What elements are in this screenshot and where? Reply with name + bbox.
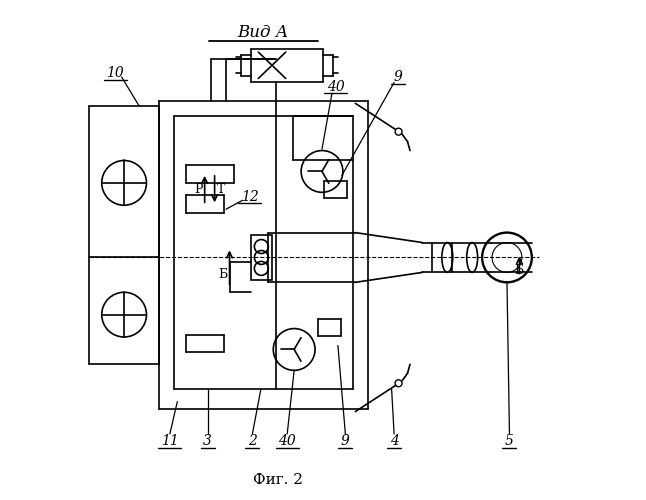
Text: 40: 40 bbox=[327, 80, 344, 94]
Text: Т: Т bbox=[217, 183, 225, 196]
Circle shape bbox=[395, 128, 402, 135]
Text: 5: 5 bbox=[505, 434, 514, 448]
Text: Б: Б bbox=[515, 264, 524, 278]
Circle shape bbox=[395, 380, 402, 386]
Text: 9: 9 bbox=[341, 434, 350, 448]
Text: 2: 2 bbox=[248, 434, 257, 448]
Text: Вид А: Вид А bbox=[238, 24, 289, 40]
Text: 11: 11 bbox=[161, 434, 179, 448]
Text: Р: Р bbox=[194, 183, 202, 196]
Bar bbox=[251, 235, 272, 280]
Text: Б: Б bbox=[218, 268, 227, 281]
Text: 9: 9 bbox=[393, 70, 402, 85]
Text: 12: 12 bbox=[240, 190, 258, 204]
Text: 3: 3 bbox=[203, 434, 212, 448]
Text: 10: 10 bbox=[107, 66, 124, 80]
Text: 40: 40 bbox=[278, 434, 296, 448]
Text: Фиг. 2: Фиг. 2 bbox=[253, 472, 303, 486]
Text: 4: 4 bbox=[390, 434, 399, 448]
